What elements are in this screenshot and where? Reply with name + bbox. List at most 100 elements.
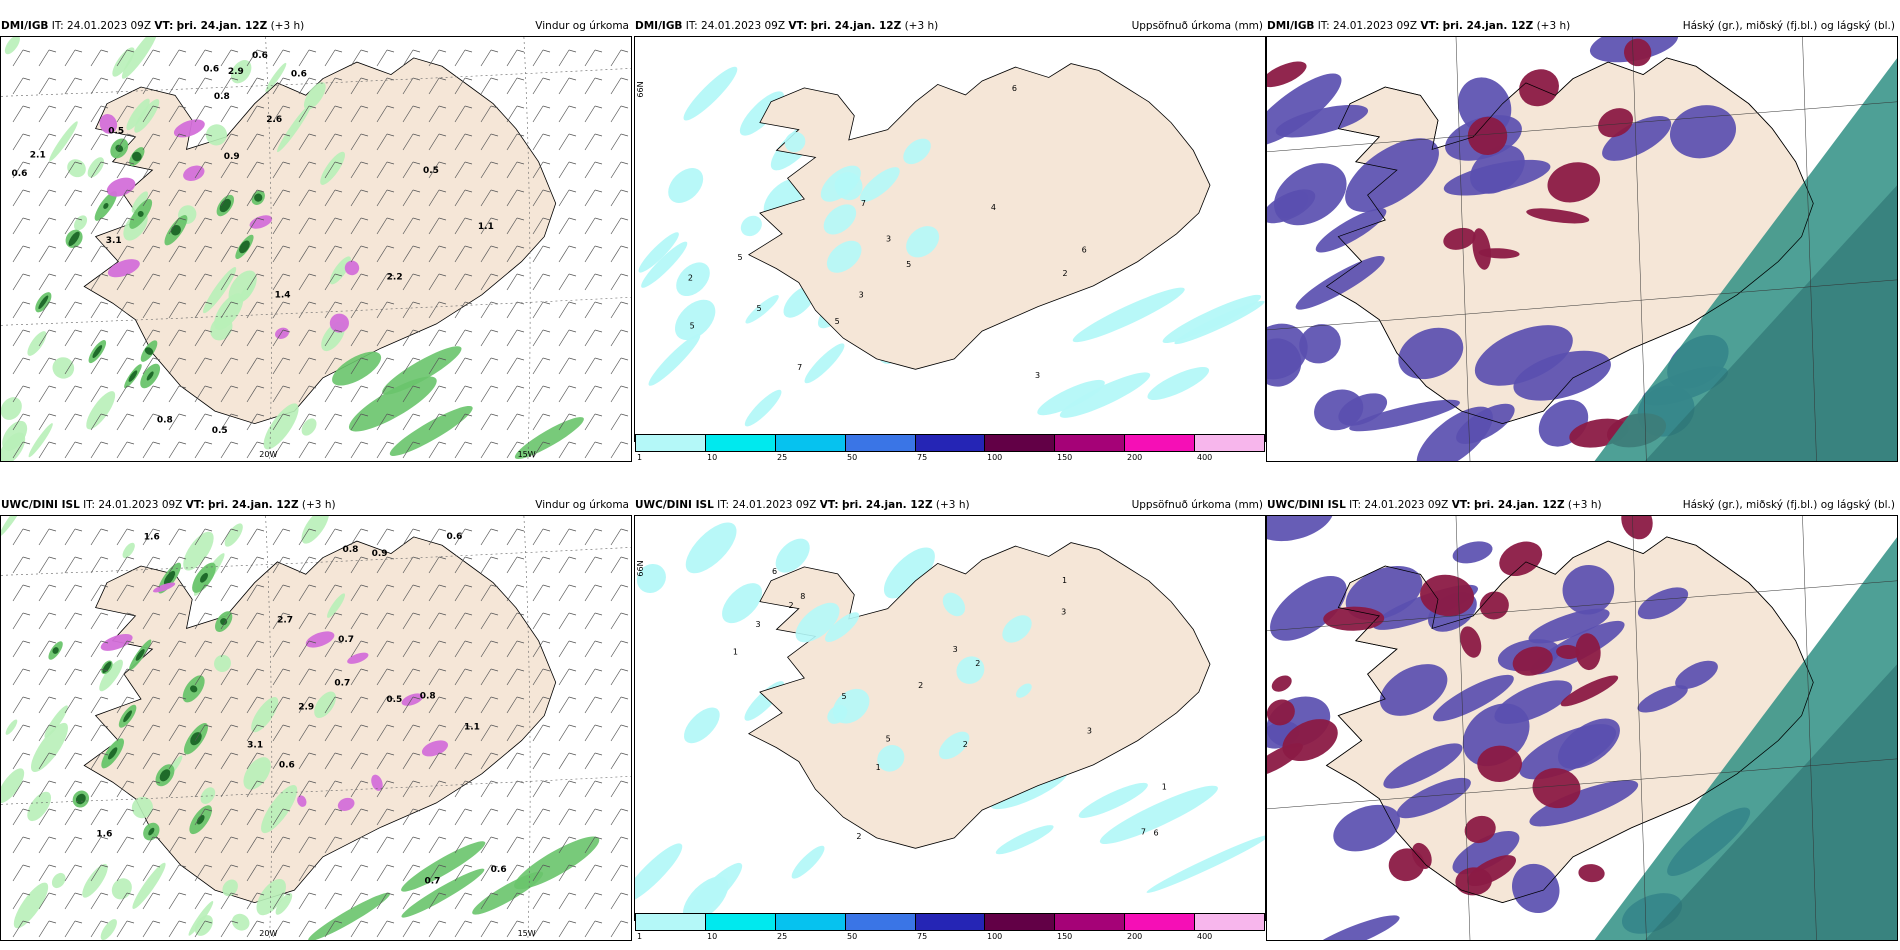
wind-barb: [402, 413, 414, 431]
field-blob: [883, 547, 935, 599]
field-blob: [27, 791, 52, 822]
colorbar-tick-label: 1: [637, 932, 643, 941]
wind-barb-flag: [230, 696, 239, 700]
colorbar-swatch: [985, 914, 1056, 930]
wind-barb: [324, 273, 336, 291]
map-wind[interactable]: 20W 15W 0.6 0.5 0.5 0.6 0.8 2.2 0.6 0.8 0.9 3.1 2.6 1…: [0, 36, 632, 462]
wind-barb-flag: [100, 724, 109, 728]
wind-barb: [402, 357, 414, 375]
wind-barb-flag: [386, 273, 395, 277]
wind-barb: [532, 640, 544, 658]
wind-barb: [298, 640, 310, 658]
wind-barb: [272, 556, 284, 574]
wind-barb: [506, 329, 518, 347]
wind-barb: [64, 105, 76, 123]
field-blob: [224, 523, 243, 547]
map-accum[interactable]: 3 5 5 4 6 3 2 7 7 5 6 5 2 3 5 66N: [634, 36, 1266, 442]
colorbar-tick-label: 25: [777, 932, 788, 941]
wind-barb: [246, 836, 258, 854]
colorbar-swatch: [775, 435, 846, 451]
meridian: [265, 37, 273, 461]
wind-barb-flag: [178, 920, 187, 924]
wind-barb: [454, 640, 466, 658]
wind-barb: [480, 441, 492, 459]
wind-barb-flag: [126, 612, 135, 616]
wind-barb: [220, 217, 232, 235]
wind-barb: [428, 441, 440, 459]
wind-barb: [12, 49, 24, 67]
wind-barb: [116, 217, 128, 235]
wind-barb-flag: [230, 612, 239, 616]
wind-barb: [90, 920, 102, 938]
wind-barb-flag: [360, 808, 369, 812]
wind-barb-flag: [464, 668, 473, 672]
wind-barb-flag: [464, 357, 473, 361]
wind-barb: [584, 273, 596, 291]
wind-barb: [38, 556, 50, 574]
wind-barb-flag: [360, 920, 369, 924]
wind-barb: [610, 441, 622, 459]
wind-barb: [194, 584, 206, 602]
valid-time: þri. 24.jan. 12Z: [207, 499, 299, 511]
wind-barb-flag: [48, 724, 57, 728]
wind-barb-flag: [594, 161, 603, 165]
field-blob: [684, 707, 720, 744]
wind-barb: [558, 217, 570, 235]
field-blob: [87, 157, 104, 178]
wind-barb-flag: [126, 385, 135, 389]
init-time: IT: 24.01.2023 09Z: [1349, 499, 1449, 511]
wind-barb-flag: [464, 612, 473, 616]
wind-barb-flag: [490, 528, 499, 532]
wind-barb-flag: [438, 892, 447, 896]
map-wind[interactable]: 20W 15W 0.6 0.8 0.5 0.7 0.8 1.6 0.6 0.7 0.6 1.6 0.7 1…: [0, 515, 632, 941]
wind-barb: [480, 780, 492, 798]
wind-barb: [142, 49, 154, 67]
init-time: IT: 24.01.2023 09Z: [83, 499, 183, 511]
wind-barb: [90, 273, 102, 291]
wind-barb: [272, 696, 284, 714]
map-accum[interactable]: 5 3 1 1 3 2 7 6 1 5 2 3 6 8 2 1 2 2 3 66N: [634, 515, 1266, 921]
wind-barb: [428, 189, 440, 207]
wind-barb-flag: [282, 584, 291, 588]
product-name: Vindur og úrkoma: [535, 499, 629, 511]
wind-barb: [298, 77, 310, 95]
wind-barb-flag: [360, 780, 369, 784]
wind-barb-flag: [74, 780, 83, 784]
wind-barb: [116, 77, 128, 95]
map-cloud[interactable]: [1266, 515, 1898, 941]
wind-barb-flag: [334, 696, 343, 700]
accum-value: 5: [690, 322, 695, 331]
wind-barb-flag: [230, 528, 239, 532]
wind-barb-flag: [126, 724, 135, 728]
wind-barb: [584, 77, 596, 95]
wind-barb-flag: [22, 528, 31, 532]
wind-barb: [558, 161, 570, 179]
wind-barb-flag: [282, 668, 291, 672]
wind-barb: [376, 273, 388, 291]
wind-barb-flag: [542, 864, 551, 868]
wind-barb-flag: [152, 217, 161, 221]
wind-barb-flag: [464, 245, 473, 249]
wind-barb: [220, 413, 232, 431]
wind-barb: [376, 668, 388, 686]
wind-barb-flag: [542, 77, 551, 81]
wind-barb-flag: [256, 413, 265, 417]
wind-barb-flag: [386, 77, 395, 81]
wind-barb: [324, 864, 336, 882]
wind-barb-flag: [126, 357, 135, 361]
wind-barb: [532, 836, 544, 854]
field-blob: [123, 710, 132, 723]
precip-value: 0.6: [291, 69, 307, 79]
wind-barb-flag: [230, 385, 239, 389]
wind-barb: [428, 413, 440, 431]
wind-barb: [38, 413, 50, 431]
wind-barb: [324, 441, 336, 459]
wind-barb: [246, 920, 258, 938]
wind-barb: [194, 273, 206, 291]
wind-barb-flag: [412, 189, 421, 193]
map-cloud[interactable]: [1266, 36, 1898, 462]
wind-barb-flag: [568, 77, 577, 81]
wind-barb: [376, 217, 388, 235]
wind-barb-flag: [386, 892, 395, 896]
